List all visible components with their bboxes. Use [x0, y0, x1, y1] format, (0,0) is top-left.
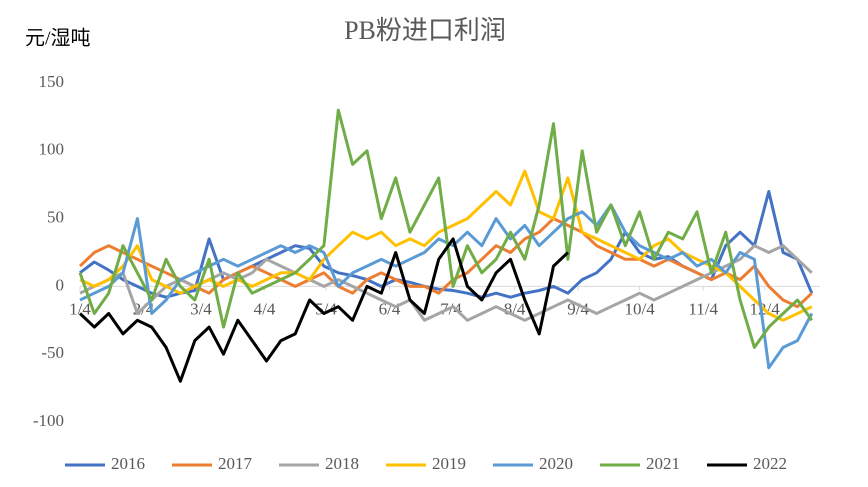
- legend-label: 2022: [753, 454, 787, 473]
- legend-label: 2016: [111, 454, 145, 473]
- series-line: [78, 237, 569, 383]
- legend-label: 2021: [646, 454, 680, 473]
- y-tick-label: 0: [56, 275, 65, 294]
- x-tick-label: 11/4: [688, 299, 718, 318]
- y-tick-label: 100: [39, 140, 65, 159]
- x-tick-label: 9/4: [567, 299, 589, 318]
- series-line: [78, 217, 813, 309]
- legend-label: 2018: [325, 454, 359, 473]
- series-line: [79, 190, 814, 299]
- series-line: [79, 169, 813, 322]
- x-tick-label: 6/4: [379, 299, 401, 318]
- y-axis-label: 元/湿吨: [25, 27, 91, 50]
- y-tick-label: -50: [41, 343, 64, 362]
- legend-label: 2019: [432, 454, 466, 473]
- legend-label: 2020: [539, 454, 573, 473]
- series-line: [78, 108, 814, 349]
- x-tick-label: 4/4: [254, 299, 276, 318]
- legend-label: 2017: [218, 454, 253, 473]
- x-tick-label: 1/4: [69, 299, 91, 318]
- y-tick-label: -100: [33, 411, 64, 430]
- y-tick-label: 150: [39, 72, 65, 91]
- x-tick-label: 10/4: [624, 299, 655, 318]
- chart-title: PB粉进口利润: [344, 16, 506, 45]
- x-tick-label: 3/4: [190, 299, 212, 318]
- x-tick-label: 5/4: [315, 299, 337, 318]
- y-tick-label: 50: [47, 208, 64, 227]
